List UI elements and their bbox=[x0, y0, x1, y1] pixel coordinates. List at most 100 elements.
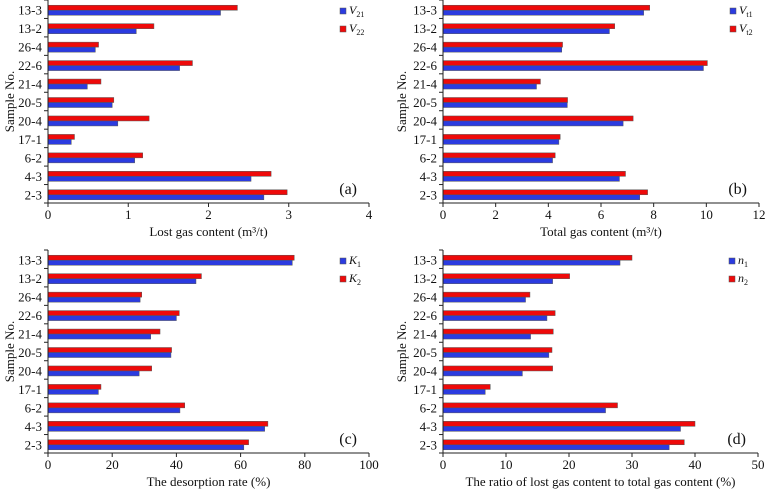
legend-swatch bbox=[728, 275, 736, 283]
x-tick-label: 0 bbox=[45, 457, 52, 472]
bar-2-3-K2 bbox=[47, 439, 249, 446]
legend-label-subscript: t1 bbox=[746, 10, 752, 19]
legend-label-subscript: 1 bbox=[744, 260, 748, 269]
y-tick-label: 4-3 bbox=[25, 419, 42, 434]
bar-13-2-Vt2 bbox=[442, 23, 615, 29]
y-tick-label: 6-2 bbox=[420, 150, 437, 165]
chart-panel-d: 13-3 13-2 26-4 22-6 21-4 20-5 20-4 17-1 6-2 4-3 2-… bbox=[394, 249, 765, 489]
bar-2-3-n2 bbox=[442, 439, 685, 446]
bar-21-4-Vt2 bbox=[442, 78, 541, 85]
bar-20-4-K2 bbox=[47, 365, 152, 372]
bar-21-4-V21 bbox=[47, 83, 88, 90]
y-tick-label: 2-3 bbox=[25, 187, 42, 202]
bar-13-3-Vt1 bbox=[442, 9, 644, 16]
bar-2-3-V21 bbox=[47, 194, 265, 201]
bar-4-3-n1 bbox=[442, 426, 681, 432]
panel-label: (a) bbox=[339, 181, 357, 198]
panel-label: (d) bbox=[727, 431, 746, 448]
bar-13-2-K2 bbox=[47, 273, 202, 279]
legend-label-main: n bbox=[738, 253, 744, 267]
x-axis-label: The ratio of lost gas content to total g… bbox=[465, 474, 735, 489]
y-tick-label: 13-3 bbox=[18, 3, 42, 18]
legend-label: n2 bbox=[738, 271, 748, 287]
bar-20-4-n2 bbox=[442, 365, 553, 372]
x-tick-label: 12 bbox=[753, 207, 766, 222]
bar-26-4-n1 bbox=[442, 296, 526, 303]
bar-17-1-Vt2 bbox=[442, 134, 561, 140]
x-axis-label: Lost gas content (m³/t) bbox=[149, 224, 267, 239]
y-tick-label: 22-6 bbox=[18, 58, 42, 73]
bar-13-2-Vt1 bbox=[442, 28, 610, 34]
bar-6-2-K2 bbox=[47, 402, 185, 409]
bar-20-5-Vt2 bbox=[442, 97, 568, 103]
bar-22-6-K2 bbox=[47, 310, 180, 316]
bar-26-4-Vt2 bbox=[442, 41, 563, 48]
y-tick-label: 26-4 bbox=[18, 40, 42, 55]
x-tick-label: 40 bbox=[170, 457, 183, 472]
bar-21-4-n1 bbox=[442, 333, 531, 340]
bar-6-2-Vt1 bbox=[442, 157, 553, 164]
chart-panel-c: 13-3 13-2 26-4 22-6 21-4 20-5 20-4 17-1 6-2 4-3 2-… bbox=[2, 249, 379, 489]
bar-20-5-n1 bbox=[442, 352, 550, 358]
legend-label-subscript: 2 bbox=[744, 278, 748, 287]
legend-label: K2 bbox=[348, 271, 361, 287]
bar-17-1-K2 bbox=[47, 384, 102, 390]
y-tick-label: 26-4 bbox=[18, 290, 42, 305]
y-tick-label: 4-3 bbox=[25, 169, 42, 184]
x-tick-label: 80 bbox=[298, 457, 311, 472]
legend-label-subscript: 1 bbox=[357, 260, 361, 269]
bar-6-2-K1 bbox=[47, 407, 181, 414]
bar-13-2-n1 bbox=[442, 278, 553, 284]
y-axis-label: Sample No. bbox=[2, 71, 17, 132]
y-tick-label: 20-4 bbox=[18, 363, 42, 378]
bar-26-4-n2 bbox=[442, 291, 531, 298]
bar-13-3-V22 bbox=[47, 4, 238, 11]
x-tick-label: 4 bbox=[366, 207, 373, 222]
bar-22-6-V21 bbox=[47, 65, 180, 71]
bar-20-4-Vt1 bbox=[442, 120, 624, 127]
legend-label: n1 bbox=[738, 253, 748, 269]
bar-21-4-K1 bbox=[47, 333, 151, 340]
bar-6-2-Vt2 bbox=[442, 152, 556, 159]
bar-17-1-K1 bbox=[47, 389, 99, 395]
y-tick-label: 2-3 bbox=[420, 187, 437, 202]
y-tick-label: 6-2 bbox=[25, 400, 42, 415]
x-tick-label: 2 bbox=[492, 207, 499, 222]
bar-4-3-Vt2 bbox=[442, 171, 626, 177]
y-tick-label: 21-4 bbox=[413, 327, 437, 342]
y-tick-label: 20-4 bbox=[413, 113, 437, 128]
bar-21-4-n2 bbox=[442, 328, 554, 335]
bar-21-4-Vt1 bbox=[442, 83, 537, 90]
legend-label-main: K bbox=[348, 271, 358, 285]
y-tick-label: 6-2 bbox=[25, 150, 42, 165]
bar-26-4-V22 bbox=[47, 41, 99, 48]
y-tick-label: 20-5 bbox=[18, 95, 42, 110]
bar-20-5-n2 bbox=[442, 347, 553, 353]
x-tick-label: 20 bbox=[106, 457, 119, 472]
x-tick-label: 8 bbox=[650, 207, 657, 222]
bar-21-4-V22 bbox=[47, 78, 102, 85]
legend-swatch bbox=[728, 257, 736, 265]
bar-26-4-V21 bbox=[47, 46, 96, 53]
legend-label: V21 bbox=[349, 3, 364, 19]
x-tick-label: 0 bbox=[45, 207, 52, 222]
bar-6-2-n1 bbox=[442, 407, 606, 414]
bar-22-6-n1 bbox=[442, 315, 548, 321]
x-tick-label: 30 bbox=[626, 457, 639, 472]
bar-13-2-V22 bbox=[47, 23, 155, 29]
x-tick-label: 50 bbox=[752, 457, 765, 472]
bar-2-3-K1 bbox=[47, 444, 245, 451]
chart-panel-b: 13-3 13-2 26-4 22-6 21-4 20-5 20-4 17-1 6-2 4-3 2-… bbox=[394, 0, 766, 239]
bar-13-2-K1 bbox=[47, 278, 197, 284]
bar-13-3-n1 bbox=[442, 259, 621, 266]
bar-20-4-Vt2 bbox=[442, 115, 634, 122]
bar-21-4-K2 bbox=[47, 328, 161, 335]
legend-label-main: V bbox=[739, 3, 748, 17]
bar-26-4-Vt1 bbox=[442, 46, 563, 53]
x-tick-label: 0 bbox=[440, 457, 447, 472]
bar-2-3-Vt2 bbox=[442, 189, 648, 196]
bar-17-1-Vt1 bbox=[442, 139, 560, 145]
bar-13-3-K2 bbox=[47, 254, 295, 261]
